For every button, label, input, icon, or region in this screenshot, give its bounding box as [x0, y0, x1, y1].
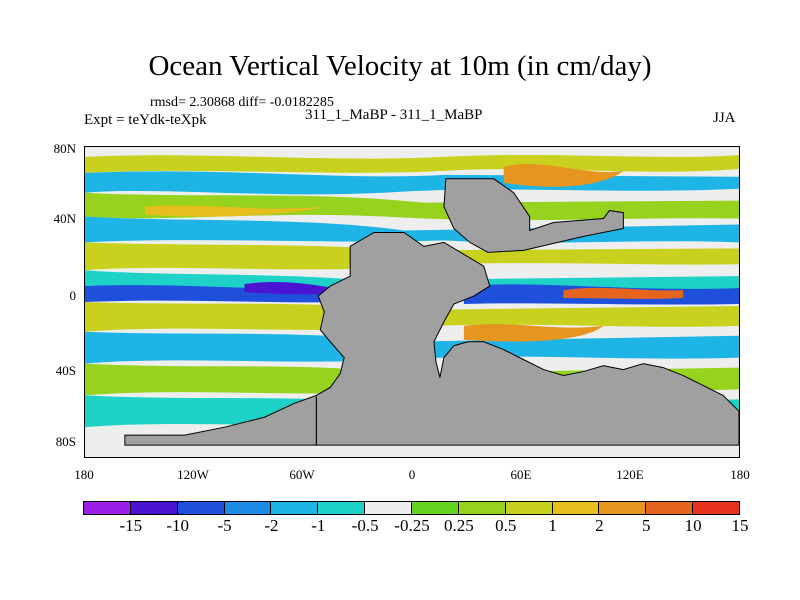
season-label: JJA: [713, 110, 736, 126]
colorbar-box: [364, 501, 413, 515]
colorbar-label: 2: [595, 516, 604, 535]
lon-label-60w: 60W: [289, 467, 315, 482]
colorbar-box: [551, 501, 600, 515]
experiment-label: Expt = teYdk-teXpk: [84, 112, 207, 128]
colorbar-box: [692, 501, 741, 515]
lon-label-120e: 120E: [616, 467, 644, 482]
colorbar-label: -0.5: [351, 516, 379, 535]
lon-label-180e: 180: [730, 467, 750, 482]
lon-label-120w: 120W: [177, 467, 209, 482]
lat-label-40s: 40S: [55, 363, 76, 378]
colorbar-box: [504, 501, 553, 515]
colorbar-label: 5: [642, 516, 651, 535]
lon-label-0: 0: [408, 467, 416, 482]
colorbar-label: 0.25: [443, 516, 474, 535]
colorbar-label: 0.5: [495, 516, 517, 535]
comparison-label: 311_1_MaBP - 311_1_MaBP: [305, 107, 483, 123]
colorbar-box: [598, 501, 647, 515]
map-title: Ocean Vertical Velocity at 10m (in cm/da…: [148, 50, 652, 82]
colorbar-label: -10: [166, 516, 190, 535]
lat-label-0: 0: [69, 288, 77, 303]
colorbar-box: [270, 501, 319, 515]
colorbar-box: [176, 501, 225, 515]
colorbar-box: [411, 501, 459, 515]
colorbar: [83, 501, 741, 515]
velocity-map: [84, 146, 740, 458]
colorbar-box: [317, 501, 366, 515]
colorbar-box: [457, 501, 506, 515]
colorbar-label: -15: [119, 516, 143, 535]
lon-label-180w: 180: [74, 467, 94, 482]
lat-label-80n: 80N: [53, 141, 76, 156]
colorbar-label: 1: [548, 516, 557, 535]
colorbar-label: -1: [311, 516, 326, 535]
colorbar-box: [83, 501, 131, 515]
colorbar-label: -2: [264, 516, 279, 535]
colorbar-box: [645, 501, 694, 515]
colorbar-label: 15: [731, 516, 749, 535]
colorbar-box: [129, 501, 178, 515]
colorbar-label: -5: [217, 516, 232, 535]
land-mask: [124, 178, 739, 446]
stats-text: rmsd= 2.30868 diff= -0.0182285: [150, 95, 334, 110]
colorbar-label: -0.25: [394, 516, 430, 535]
lat-label-40n: 40N: [53, 211, 76, 226]
lat-label-80s: 80S: [55, 434, 76, 449]
colorbar-box: [223, 501, 272, 515]
lon-label-60e: 60E: [510, 467, 532, 482]
colorbar-label: 10: [684, 516, 702, 535]
